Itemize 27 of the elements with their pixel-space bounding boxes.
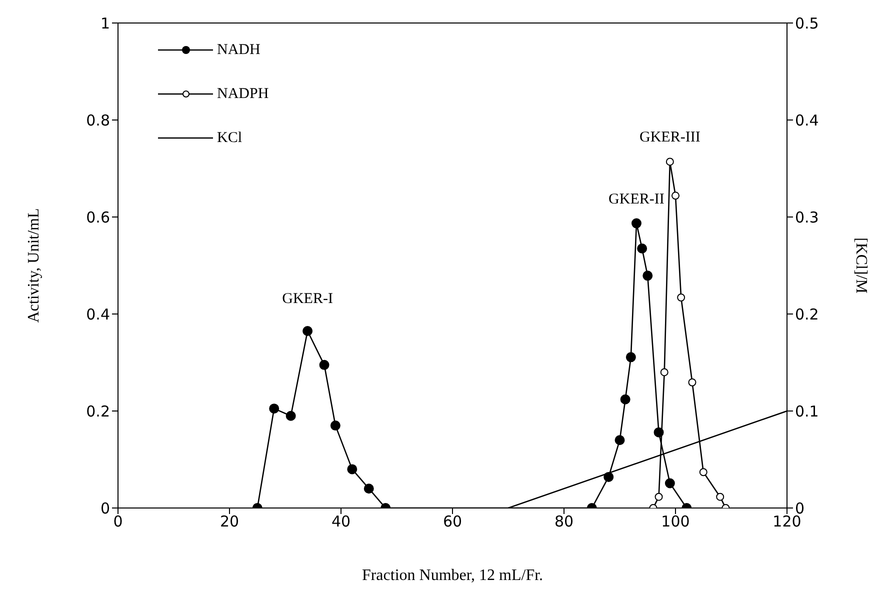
y-tick-label: 0.6: [86, 208, 110, 226]
annotation: GKER-I: [282, 290, 333, 307]
x-axis-title: Fraction Number, 12 mL/Fr.: [362, 567, 544, 584]
y-tick-label: 0: [100, 499, 110, 518]
y2-tick-label: 0.3: [795, 208, 819, 226]
x-tick-label: 0: [113, 512, 123, 531]
y2-tick-label: 0.5: [795, 14, 819, 32]
y-axis-title: Activity, Unit/mL: [26, 208, 43, 323]
legend-label: NADH: [217, 42, 260, 58]
y-tick-label: 0.2: [86, 402, 110, 420]
y2-tick-label: 0.1: [795, 402, 819, 420]
y2-axis-title: [KCl]/M: [852, 238, 870, 294]
x-tick-label: 60: [442, 512, 462, 531]
annotation: GKER-III: [640, 130, 700, 146]
y-tick-label: 1: [100, 14, 110, 32]
y-tick-label: 0.8: [86, 111, 110, 130]
annotation: GKER-II: [608, 191, 664, 208]
legend-label: KCl: [217, 130, 242, 146]
x-tick-label: 40: [331, 512, 351, 531]
x-tick-label: 100: [661, 512, 690, 531]
legend-label: NADPH: [217, 86, 269, 102]
y2-tick-label: 0.4: [795, 111, 819, 130]
y-tick-label: 0.4: [86, 305, 110, 324]
y2-tick-label: 0.2: [795, 305, 819, 324]
x-tick-label: 120: [772, 512, 802, 531]
x-tick-label: 20: [220, 512, 240, 531]
x-tick-label: 80: [554, 512, 574, 531]
